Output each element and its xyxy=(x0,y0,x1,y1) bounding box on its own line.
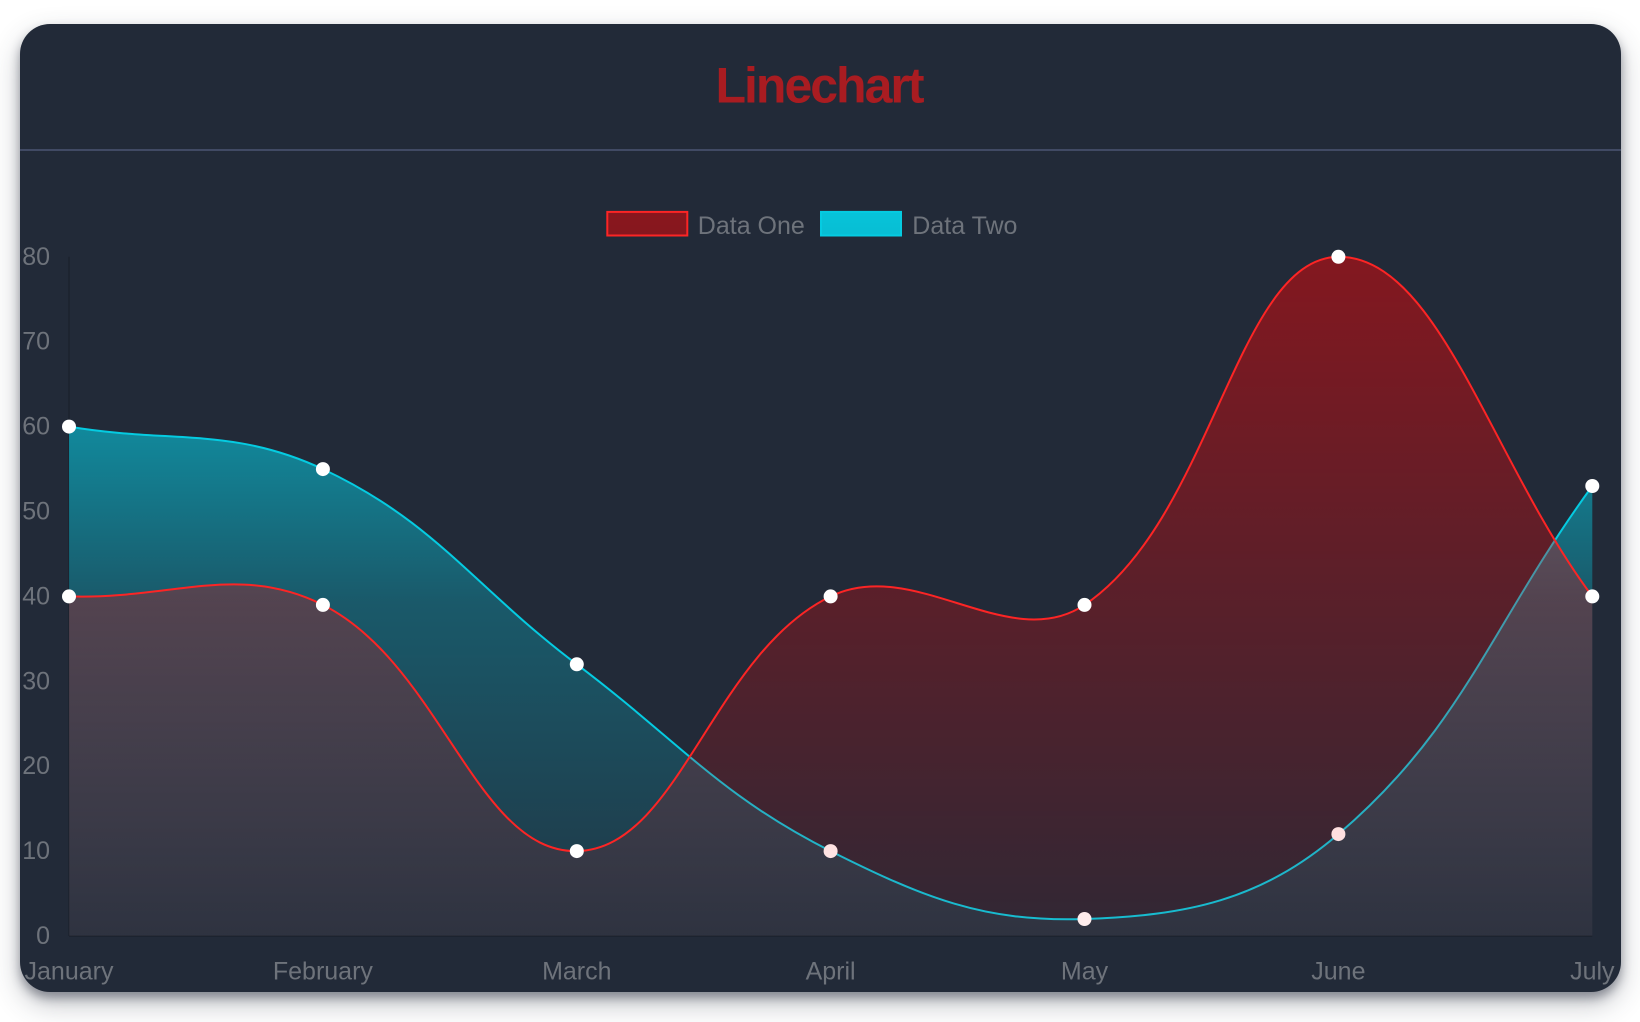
svg-text:Data One: Data One xyxy=(698,212,805,240)
svg-text:Data Two: Data Two xyxy=(912,212,1017,240)
svg-text:Linechart: Linechart xyxy=(715,58,924,114)
svg-text:80: 80 xyxy=(22,243,50,271)
svg-text:20: 20 xyxy=(22,752,50,780)
svg-text:February: February xyxy=(273,958,374,986)
svg-text:January: January xyxy=(25,958,114,986)
svg-text:60: 60 xyxy=(22,413,50,441)
svg-text:March: March xyxy=(542,958,611,986)
svg-text:April: April xyxy=(806,958,856,986)
svg-text:30: 30 xyxy=(22,667,50,695)
svg-text:40: 40 xyxy=(22,582,50,610)
svg-text:50: 50 xyxy=(22,498,50,526)
svg-text:July: July xyxy=(1570,958,1615,986)
svg-text:70: 70 xyxy=(22,328,50,356)
svg-text:10: 10 xyxy=(22,837,50,865)
svg-text:0: 0 xyxy=(36,922,50,950)
svg-text:June: June xyxy=(1311,958,1365,986)
svg-text:May: May xyxy=(1061,958,1109,986)
